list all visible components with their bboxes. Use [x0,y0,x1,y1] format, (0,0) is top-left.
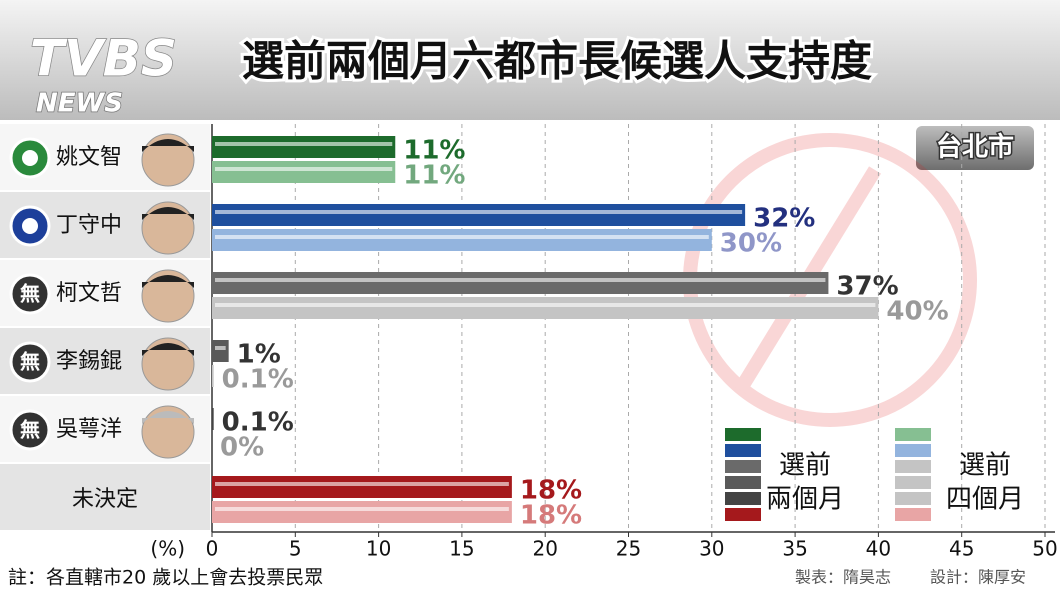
value-label: 30% [720,229,782,259]
value-label: 37% [836,272,898,302]
bar-shine [215,346,226,350]
legend-label: 選前 [959,451,1011,481]
value-label: 18% [520,501,582,531]
candidate-photo [141,269,195,323]
bar-shine [215,167,393,171]
legend-swatch [725,428,761,441]
value-label: 11% [403,161,465,191]
bar [212,161,396,183]
legend-label: 四個月 [946,485,1024,515]
bar [212,229,712,251]
region-label: 台北市 [936,132,1014,163]
x-tick-label: 45 [949,537,974,561]
party-label: 無 [20,350,40,374]
party-emblem [22,218,38,234]
value-label: 0% [220,433,264,463]
candidate-photo [141,405,195,459]
category-label: 丁守中 [56,213,122,238]
bar [212,365,214,387]
note: 註：各直轄市20 歲以上會去投票民眾 [8,567,323,589]
x-tick-label: 10 [366,537,391,561]
credit: 製表：隋昊志 [795,568,891,587]
candidate-photo [141,201,195,255]
legend-swatch [895,508,931,521]
value-label: 11% [403,136,465,166]
x-tick-label: 35 [782,537,807,561]
legend-swatch [895,492,931,505]
row-background [0,464,210,530]
x-axis-label: (%) [150,537,185,561]
party-label: 無 [20,282,40,306]
party-badge [9,273,51,315]
value-label: 40% [886,297,948,327]
x-tick-label: 30 [699,537,724,561]
candidate-hair [142,343,194,356]
bar [212,408,214,430]
legend-label: 兩個月 [766,485,844,515]
party-badge [9,409,51,451]
party-emblem [22,150,38,166]
bar [212,501,512,523]
candidate-hair [142,275,194,288]
value-label: 18% [520,476,582,506]
bar-shine [215,482,509,486]
bar-shine [215,507,509,511]
legend-swatch [725,492,761,505]
party-badge [9,341,51,383]
value-label: 0.1% [222,365,294,395]
bar-shine [215,210,743,214]
candidate-hair [142,411,194,424]
candidate-photo [141,337,195,391]
chart-title: 選前兩個月六都市長候選人支持度 [242,37,872,86]
header-band [0,0,1060,120]
bar-shine [215,303,876,307]
x-tick-label: 15 [449,537,474,561]
x-tick-label: 20 [532,537,557,561]
bar [212,204,746,226]
legend-swatch [895,460,931,473]
category-label: 柯文哲 [56,281,122,306]
x-tick-label: 50 [1032,537,1057,561]
value-label: 0.1% [222,408,294,438]
category-label: 姚文智 [56,145,122,170]
value-label: 32% [753,204,815,234]
x-tick-label: 25 [616,537,641,561]
bar [212,476,512,498]
candidate-hair [142,139,194,152]
region-tag [916,126,1034,170]
legend-swatch [895,428,931,441]
x-tick-label: 0 [206,537,219,561]
bar-shine [215,142,393,146]
legend-swatch [725,508,761,521]
bar [212,272,829,294]
legend-swatch [725,476,761,489]
logo-sub: NEWS [36,89,123,119]
category-label: 未決定 [72,487,138,512]
logo: TVBS [30,30,177,88]
value-label: 1% [237,340,281,370]
legend-swatch [725,460,761,473]
legend-label: 選前 [779,451,831,481]
candidate-hair [142,207,194,220]
legend-swatch [895,444,931,457]
category-label: 李錫錕 [56,349,122,374]
legend-swatch [895,476,931,489]
legend-swatch [725,444,761,457]
category-label: 吳萼洋 [56,417,122,442]
bar [212,136,396,158]
credit: 設計：陳厚安 [930,568,1026,587]
bar-shine [215,235,709,239]
bar [212,340,229,362]
x-tick-label: 5 [289,537,302,561]
x-tick-label: 40 [866,537,891,561]
bar [212,297,879,319]
bar-shine [215,278,826,282]
candidate-photo [141,133,195,187]
party-label: 無 [20,418,40,442]
